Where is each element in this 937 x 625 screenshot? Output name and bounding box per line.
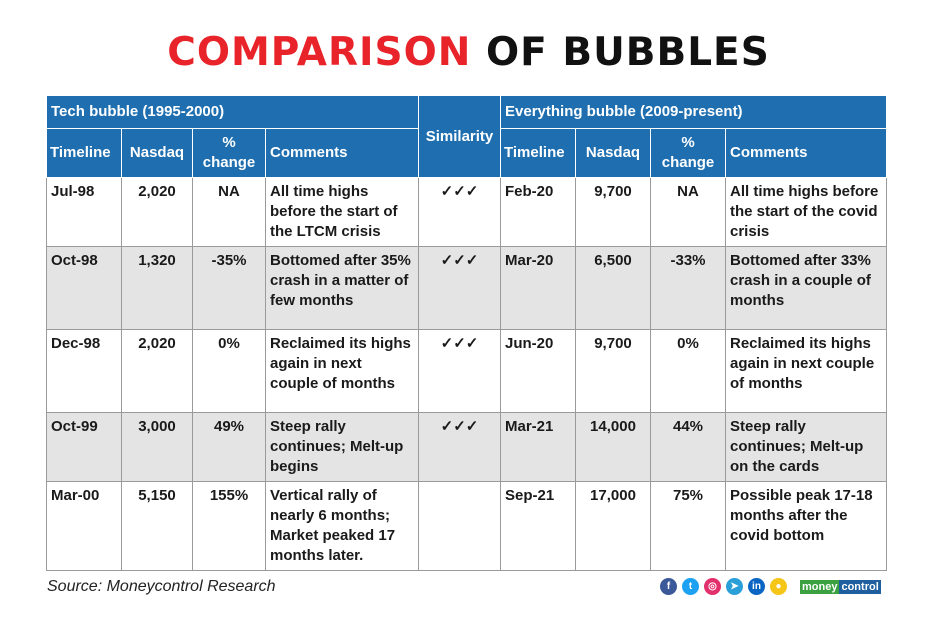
left-col-header: % change: [192, 128, 266, 178]
timeline-cell: Jul-98: [46, 177, 122, 247]
nasdaq-cell: 6,500: [575, 246, 651, 330]
change-cell: 44%: [650, 412, 726, 482]
comparison-table: Tech bubble (1995-2000) Similarity Everyth…: [46, 95, 887, 571]
timeline-cell: Feb-20: [500, 177, 576, 247]
nasdaq-cell: 3,000: [121, 412, 193, 482]
similarity-cell: ✓✓✓: [418, 246, 501, 330]
nasdaq-cell: 9,700: [575, 329, 651, 413]
left-group-header: Tech bubble (1995-2000): [46, 95, 419, 129]
timeline-cell: Jun-20: [500, 329, 576, 413]
change-cell: NA: [192, 177, 266, 247]
twitter-icon[interactable]: t: [682, 578, 699, 595]
nasdaq-cell: 9,700: [575, 177, 651, 247]
change-cell: -35%: [192, 246, 266, 330]
comments-cell: All time highs before the start of the L…: [265, 177, 419, 247]
similarity-cell: [418, 481, 501, 571]
comments-cell: All time highs before the start of the c…: [725, 177, 887, 247]
right-col-header: % change: [650, 128, 726, 178]
change-cell: 0%: [650, 329, 726, 413]
table-row: Oct-98 1,320 -35% Bottomed after 35% crash …: [46, 246, 887, 330]
moneycontrol-logo: money control: [800, 579, 881, 594]
timeline-cell: Mar-21: [500, 412, 576, 482]
right-group-header: Everything bubble (2009-present): [500, 95, 887, 129]
table-row: Mar-00 5,150 155% Vertical rally of nearly …: [46, 481, 887, 571]
comments-cell: Bottomed after 35% crash in a matter of …: [265, 246, 419, 330]
change-cell: 0%: [192, 329, 266, 413]
change-cell: NA: [650, 177, 726, 247]
nasdaq-cell: 1,320: [121, 246, 193, 330]
timeline-cell: Oct-98: [46, 246, 122, 330]
social-icons: f t ◎ ➤ in ● money control: [660, 578, 881, 595]
comments-cell: Possible peak 17-18 months after the cov…: [725, 481, 887, 571]
nasdaq-cell: 14,000: [575, 412, 651, 482]
comments-cell: Steep rally continues; Melt-up on the ca…: [725, 412, 887, 482]
koo-icon[interactable]: ●: [770, 578, 787, 595]
comments-cell: Reclaimed its highs again in next couple…: [725, 329, 887, 413]
linkedin-icon[interactable]: in: [748, 578, 765, 595]
table-row: Oct-99 3,000 49% Steep rally continues; Mel…: [46, 412, 887, 482]
similarity-cell: ✓✓✓: [418, 177, 501, 247]
nasdaq-cell: 17,000: [575, 481, 651, 571]
logo-part: control: [839, 579, 881, 594]
comments-cell: Bottomed after 33% crash in a couple of …: [725, 246, 887, 330]
instagram-icon[interactable]: ◎: [704, 578, 721, 595]
timeline-cell: Mar-20: [500, 246, 576, 330]
left-col-header: Timeline: [46, 128, 122, 178]
right-col-header: Timeline: [500, 128, 576, 178]
logo-part: money: [800, 579, 840, 594]
timeline-cell: Oct-99: [46, 412, 122, 482]
comments-cell: Steep rally continues; Melt-up begins: [265, 412, 419, 482]
comments-cell: Reclaimed its highs again in next couple…: [265, 329, 419, 413]
similarity-cell: ✓✓✓: [418, 412, 501, 482]
table-row: Dec-98 2,020 0% Reclaimed its highs again i…: [46, 329, 887, 413]
nasdaq-cell: 2,020: [121, 177, 193, 247]
nasdaq-cell: 5,150: [121, 481, 193, 571]
change-cell: 49%: [192, 412, 266, 482]
change-cell: 75%: [650, 481, 726, 571]
left-col-header: Nasdaq: [121, 128, 193, 178]
right-col-header: Nasdaq: [575, 128, 651, 178]
change-cell: 155%: [192, 481, 266, 571]
timeline-cell: Sep-21: [500, 481, 576, 571]
timeline-cell: Dec-98: [46, 329, 122, 413]
facebook-icon[interactable]: f: [660, 578, 677, 595]
change-cell: -33%: [650, 246, 726, 330]
right-col-header: Comments: [725, 128, 887, 178]
source-note: Source: Moneycontrol Research: [47, 578, 276, 595]
left-col-header: Comments: [265, 128, 419, 178]
telegram-icon[interactable]: ➤: [726, 578, 743, 595]
nasdaq-cell: 2,020: [121, 329, 193, 413]
similarity-header: Similarity: [418, 95, 501, 178]
comments-cell: Vertical rally of nearly 6 months; Marke…: [265, 481, 419, 571]
timeline-cell: Mar-00: [46, 481, 122, 571]
page-title: COMPARISON OF BUBBLES: [167, 30, 770, 75]
similarity-cell: ✓✓✓: [418, 329, 501, 413]
table-row: Jul-98 2,020 NA All time highs before the s…: [46, 177, 887, 247]
